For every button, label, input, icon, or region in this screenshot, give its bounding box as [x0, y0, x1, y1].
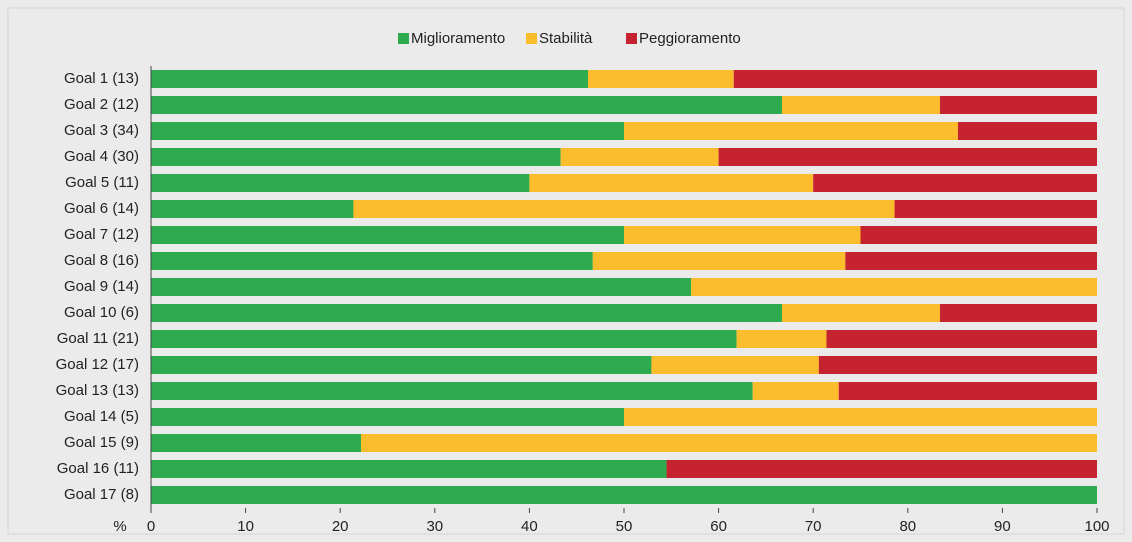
- x-tick-label: 100: [1084, 518, 1109, 535]
- bar-segment: [957, 122, 1097, 140]
- x-tick-label: 0: [147, 518, 155, 535]
- bar-segment: [592, 252, 846, 270]
- bar-segment: [588, 70, 734, 88]
- y-tick-label: Goal 2 (12): [64, 96, 139, 113]
- y-tick-label: Goal 13 (13): [56, 382, 139, 399]
- legend-label: Peggioramento: [639, 30, 741, 47]
- legend-swatch: [626, 33, 637, 44]
- x-tick-label: 50: [616, 518, 633, 535]
- bar-segment: [151, 278, 692, 296]
- y-tick-label: Goal 10 (6): [64, 304, 139, 321]
- y-tick-label: Goal 16 (11): [57, 460, 139, 477]
- x-tick-label: 30: [426, 518, 443, 535]
- bar-segment: [838, 382, 1097, 400]
- bar-segment: [151, 356, 652, 374]
- bar-segment: [151, 226, 624, 244]
- bar-segment: [151, 304, 782, 322]
- bar-segment: [529, 174, 814, 192]
- bar-segment: [151, 330, 737, 348]
- legend-label: Miglioramento: [411, 30, 505, 47]
- bar-segment: [151, 408, 624, 426]
- y-tick-label: Goal 6 (14): [64, 200, 139, 217]
- y-tick-label: Goal 7 (12): [64, 226, 139, 243]
- y-tick-label: Goal 9 (14): [64, 278, 139, 295]
- bar-segment: [151, 174, 530, 192]
- bar-segment: [939, 96, 1097, 114]
- legend-swatch: [526, 33, 537, 44]
- legend-swatch: [398, 33, 409, 44]
- bar-segment: [353, 200, 895, 218]
- y-tick-label: Goal 12 (17): [56, 356, 139, 373]
- y-tick-label: Goal 15 (9): [64, 434, 139, 451]
- bar-segment: [151, 148, 561, 166]
- x-tick-label: 10: [237, 518, 254, 535]
- y-tick-label: Goal 5 (11): [65, 174, 139, 191]
- bar-segment: [624, 408, 1097, 426]
- x-tick-label: 20: [332, 518, 349, 535]
- y-tick-label: Goal 3 (34): [64, 122, 139, 139]
- x-tick-label: 40: [521, 518, 538, 535]
- y-tick-label: Goal 11 (21): [57, 330, 139, 347]
- y-tick-label: Goal 1 (13): [64, 70, 139, 87]
- x-tick-label: 70: [805, 518, 822, 535]
- bar-segment: [666, 460, 1097, 478]
- y-tick-label: Goal 14 (5): [64, 408, 139, 425]
- bar-segment: [733, 70, 1097, 88]
- bar-segment: [151, 434, 362, 452]
- legend-label: Stabilità: [539, 30, 593, 47]
- bar-segment: [894, 200, 1097, 218]
- x-axis-label: %: [113, 518, 126, 535]
- y-tick-label: Goal 8 (16): [64, 252, 139, 269]
- bar-segment: [818, 356, 1097, 374]
- bar-segment: [151, 382, 753, 400]
- bar-segment: [826, 330, 1097, 348]
- bar-segment: [560, 148, 719, 166]
- bar-segment: [151, 70, 589, 88]
- bar-segment: [718, 148, 1097, 166]
- x-tick-label: 80: [899, 518, 916, 535]
- bar-segment: [781, 96, 940, 114]
- bar-segment: [845, 252, 1097, 270]
- bar-segment: [752, 382, 839, 400]
- bar-segment: [691, 278, 1097, 296]
- bar-segment: [651, 356, 819, 374]
- bar-segment: [151, 460, 667, 478]
- bar-segment: [860, 226, 1097, 244]
- bar-segment: [624, 226, 861, 244]
- y-tick-label: Goal 17 (8): [64, 486, 139, 503]
- bar-segment: [151, 200, 354, 218]
- x-tick-label: 90: [994, 518, 1011, 535]
- bar-segment: [939, 304, 1097, 322]
- bar-segment: [361, 434, 1098, 452]
- bar-segment: [151, 252, 593, 270]
- bar-segment: [151, 96, 782, 114]
- x-tick-label: 60: [710, 518, 727, 535]
- bar-segment: [624, 122, 958, 140]
- bar-segment: [151, 122, 624, 140]
- bar-segment: [736, 330, 827, 348]
- bar-segment: [781, 304, 940, 322]
- bar-segment: [151, 486, 1097, 504]
- y-tick-label: Goal 4 (30): [64, 148, 139, 165]
- bar-segment: [813, 174, 1097, 192]
